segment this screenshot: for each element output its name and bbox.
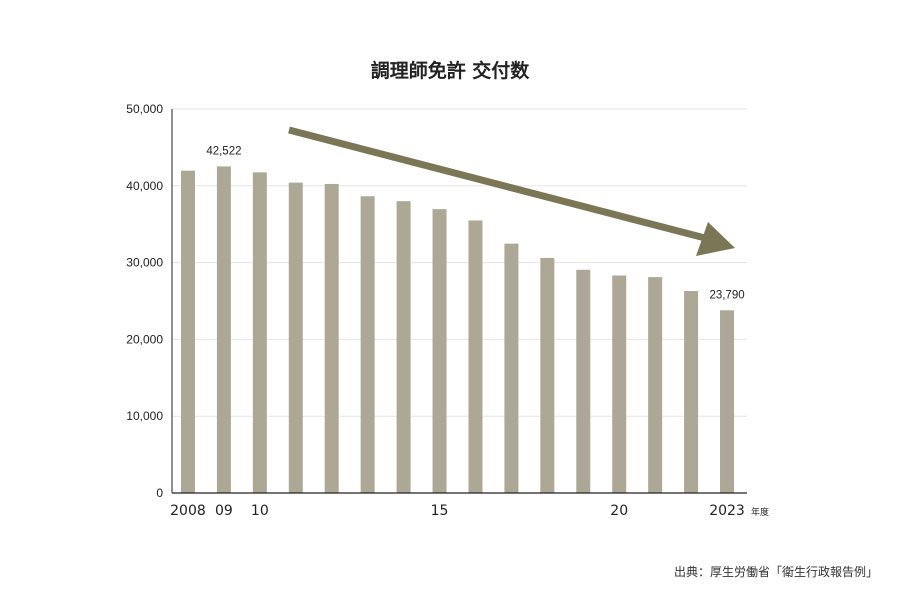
x-tick-label: 09 — [215, 503, 233, 519]
x-tick-label: 10 — [251, 503, 269, 519]
x-tick-label: 2008 — [170, 503, 206, 519]
bar-2010 — [252, 172, 267, 494]
bar-2015 — [432, 209, 447, 493]
y-tick-label: 40,000 — [126, 179, 163, 193]
bar-2017 — [504, 243, 519, 493]
y-tick-label: 20,000 — [126, 332, 163, 346]
y-tick-label: 10,000 — [126, 409, 163, 423]
x-tick-label: 15 — [431, 503, 449, 519]
x-tick-label: 2023 — [709, 503, 745, 519]
bar-2013 — [360, 196, 375, 493]
bar-2009 — [216, 166, 231, 494]
y-tick-label: 50,000 — [126, 102, 163, 116]
bar-2014 — [396, 201, 411, 493]
bar-2020 — [612, 275, 627, 493]
bar-2012 — [324, 183, 339, 494]
x-unit-label: 年度 — [751, 506, 769, 518]
trend-arrow-head — [696, 222, 735, 256]
data-label: 42,522 — [206, 145, 241, 157]
bar-2021 — [648, 277, 663, 493]
source-note: 出典：厚生労働省「衛生行政報告例」 — [673, 565, 878, 579]
bar-2011 — [288, 182, 303, 494]
bar-2018 — [540, 257, 555, 493]
data-label: 23,790 — [709, 289, 744, 301]
bar-2022 — [684, 291, 699, 493]
chart-title: 調理師免許 交付数 — [370, 60, 530, 82]
x-tick-label: 20 — [610, 503, 628, 519]
trend-arrow-shaft — [288, 126, 706, 242]
y-tick-label: 30,000 — [126, 256, 163, 270]
bar-2016 — [468, 220, 483, 493]
bar-2019 — [576, 269, 591, 493]
bar-2008 — [180, 170, 195, 493]
y-tick-label: 0 — [156, 486, 163, 500]
bar-2023 — [720, 310, 735, 493]
